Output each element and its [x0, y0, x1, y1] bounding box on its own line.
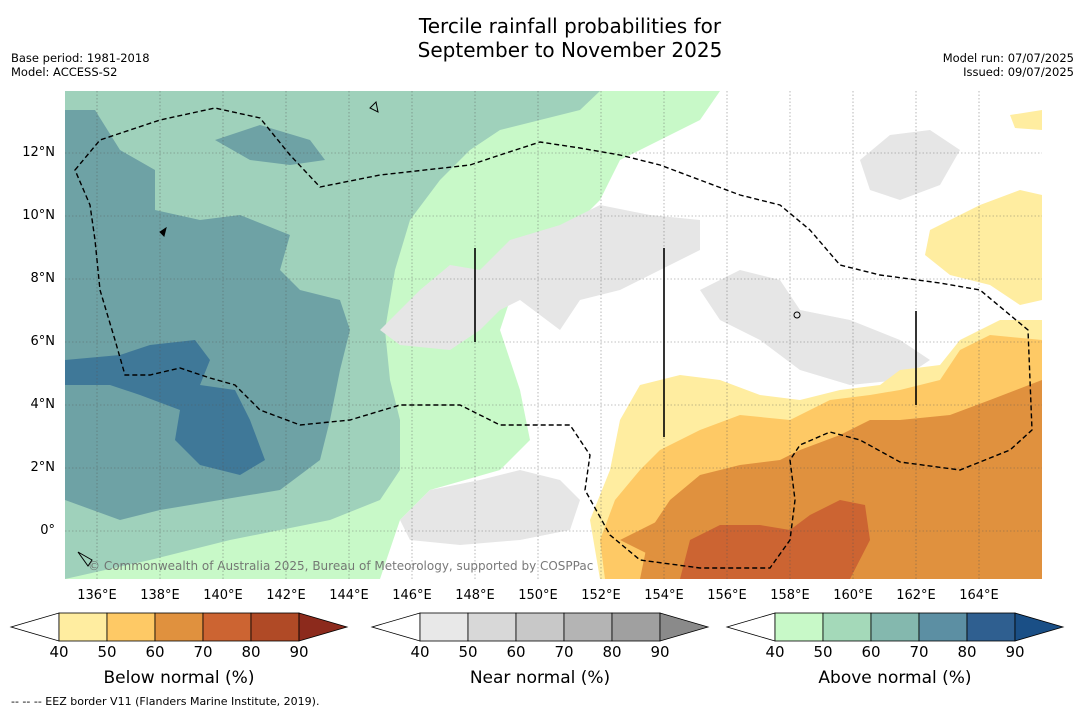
- above-70-region: [65, 340, 265, 475]
- below-colorbar-over-tip: [298, 612, 349, 642]
- near-colorbar-over-tip: [659, 612, 710, 642]
- near-colorbar-tick: 60: [506, 643, 526, 661]
- below-normal-colorbar: [9, 612, 349, 642]
- below-colorbar-segment: [58, 612, 108, 642]
- below-colorbar-tick: 60: [145, 643, 165, 661]
- above-colorbar-tick: 60: [861, 643, 881, 661]
- lon-label: 148°E: [455, 588, 495, 603]
- map-title: Tercile rainfall probabilities for Septe…: [0, 14, 1085, 62]
- near-normal-colorbar: [370, 612, 710, 642]
- near-40-region-central: [380, 205, 700, 350]
- lon-label: 160°E: [833, 588, 873, 603]
- meta-right: Model run: 07/07/2025 Issued: 09/07/2025: [943, 51, 1074, 79]
- eez-border: [74, 107, 1033, 569]
- lon-label: 150°E: [518, 588, 558, 603]
- eez-footnote: -- -- -- EEZ border V11 (Flanders Marine…: [11, 695, 320, 708]
- near-colorbar-tick: 40: [410, 643, 430, 661]
- near-colorbar-tick: 80: [602, 643, 622, 661]
- title-line-2: September to November 2025: [417, 38, 723, 62]
- above-60-patch-north: [215, 125, 325, 165]
- above-colorbar-tick: 50: [813, 643, 833, 661]
- lon-label: 146°E: [392, 588, 432, 603]
- lon-label: 164°E: [959, 588, 999, 603]
- islands: [77, 100, 801, 567]
- above-colorbar-tick: 80: [957, 643, 977, 661]
- model-name: Model: ACCESS-S2: [11, 65, 118, 79]
- lon-label: 156°E: [707, 588, 747, 603]
- below-40-region-northeast: [925, 190, 1042, 305]
- above-normal-legend-title: Above normal (%): [818, 668, 972, 688]
- lat-label-8n: 8°N: [30, 271, 56, 286]
- below-colorbar-tick: 70: [193, 643, 213, 661]
- near-colorbar-tick: 50: [458, 643, 478, 661]
- copyright-credit: © Commonwealth of Australia 2025, Bureau…: [88, 559, 594, 573]
- meta-left: Base period: 1981-2018 Model: ACCESS-S2: [11, 51, 150, 79]
- near-colorbar-segment: [611, 612, 661, 642]
- lat-label-12n: 12°N: [22, 145, 55, 160]
- below-colorbar-under-tip: [9, 612, 60, 642]
- near-40-region-south: [400, 470, 580, 545]
- grid-lines: [65, 91, 1042, 579]
- near-40-region-east: [700, 270, 930, 385]
- near-colorbar-segment: [467, 612, 517, 642]
- lat-label-2n: 2°N: [30, 460, 56, 475]
- below-colorbar-tick: 50: [97, 643, 117, 661]
- lon-label: 152°E: [581, 588, 621, 603]
- near-colorbar-segment: [563, 612, 613, 642]
- above-colorbar-segment: [774, 612, 824, 642]
- below-70-region: [680, 500, 870, 579]
- issued-date: Issued: 09/07/2025: [963, 65, 1074, 79]
- below-60-patch-left: [620, 520, 680, 560]
- above-colorbar-tick: 90: [1005, 643, 1025, 661]
- lon-label: 140°E: [203, 588, 243, 603]
- lon-label: 162°E: [896, 588, 936, 603]
- below-colorbar-segment: [250, 612, 300, 642]
- lon-label: 136°E: [77, 588, 117, 603]
- above-colorbar-tick: 40: [765, 643, 785, 661]
- near-colorbar-segment: [515, 612, 565, 642]
- above-colorbar-under-tip: [725, 612, 776, 642]
- rainfall-map: [65, 91, 1042, 579]
- base-period: Base period: 1981-2018: [11, 51, 150, 65]
- near-colorbar-under-tip: [370, 612, 421, 642]
- near-colorbar-tick: 70: [554, 643, 574, 661]
- below-colorbar-segment: [106, 612, 156, 642]
- below-colorbar-tick: 40: [49, 643, 69, 661]
- lat-label-6n: 6°N: [30, 334, 56, 349]
- above-colorbar-tick: 70: [909, 643, 929, 661]
- above-colorbar-segment: [966, 612, 1016, 642]
- near-colorbar-segment: [419, 612, 469, 642]
- lon-label: 144°E: [329, 588, 369, 603]
- model-run: Model run: 07/07/2025: [942, 51, 1074, 65]
- boundary-segments: [474, 248, 917, 437]
- near-colorbar-tick: 90: [650, 643, 670, 661]
- lat-label-4n: 4°N: [30, 397, 56, 412]
- below-normal-legend-title: Below normal (%): [103, 668, 255, 688]
- lon-label: 158°E: [770, 588, 810, 603]
- above-colorbar-segment: [918, 612, 968, 642]
- above-colorbar-segment: [822, 612, 872, 642]
- above-colorbar-over-tip: [1014, 612, 1065, 642]
- below-40-patch-top: [1010, 110, 1042, 130]
- near-40-region-north: [860, 130, 960, 200]
- lat-label-10n: 10°N: [22, 208, 55, 223]
- lat-label-0: 0°: [40, 523, 55, 538]
- map-field: [65, 91, 1042, 579]
- lon-label: 154°E: [644, 588, 684, 603]
- above-normal-colorbar: [725, 612, 1065, 642]
- below-colorbar-tick: 80: [241, 643, 261, 661]
- below-colorbar-tick: 90: [289, 643, 309, 661]
- above-colorbar-segment: [870, 612, 920, 642]
- lon-label: 138°E: [140, 588, 180, 603]
- near-normal-legend-title: Near normal (%): [469, 668, 611, 688]
- lon-label: 142°E: [266, 588, 306, 603]
- title-line-1: Tercile rainfall probabilities for: [418, 14, 722, 38]
- below-colorbar-segment: [154, 612, 204, 642]
- below-colorbar-segment: [202, 612, 252, 642]
